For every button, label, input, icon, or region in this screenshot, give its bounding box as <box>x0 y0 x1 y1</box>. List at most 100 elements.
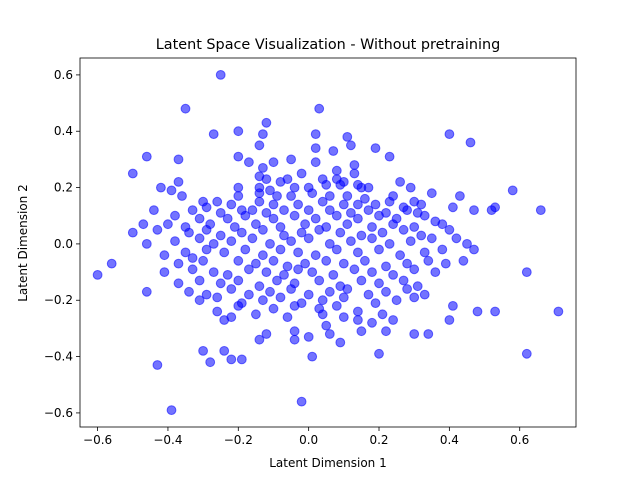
data-point <box>440 258 451 269</box>
data-point <box>324 239 335 249</box>
data-point <box>198 255 209 266</box>
data-point <box>448 301 458 311</box>
data-point <box>212 292 223 303</box>
data-point <box>251 219 261 230</box>
data-point <box>205 357 216 368</box>
data-point <box>268 199 279 210</box>
data-point <box>282 174 293 185</box>
y-axis: −0.6 −0.4 −0.2 0.0 0.2 0.4 0.6 <box>44 68 80 420</box>
data-point <box>286 284 297 294</box>
data-point <box>180 103 191 114</box>
data-point <box>194 275 205 286</box>
data-point <box>349 168 360 179</box>
data-point <box>240 210 251 221</box>
data-point <box>289 182 300 193</box>
data-point <box>328 270 339 280</box>
data-point <box>370 298 381 309</box>
data-point <box>215 278 226 289</box>
data-point <box>303 332 314 342</box>
data-point <box>398 224 409 235</box>
x-axis: −0.6 −0.4 −0.2 0.0 0.2 0.4 0.6 <box>83 427 529 447</box>
data-point <box>300 219 311 230</box>
data-point <box>194 295 205 306</box>
data-point <box>448 202 458 213</box>
data-point <box>240 244 251 255</box>
data-point <box>423 255 434 266</box>
data-point <box>402 205 413 216</box>
points-layer <box>92 70 564 416</box>
data-point <box>229 222 240 232</box>
data-point <box>377 227 388 238</box>
data-point <box>317 196 328 207</box>
data-point <box>507 185 518 196</box>
data-point <box>254 140 265 151</box>
data-point <box>166 405 177 416</box>
data-point <box>310 129 321 140</box>
y-tick-label: 0.0 <box>54 237 73 251</box>
data-point <box>307 188 318 199</box>
data-point <box>455 191 465 201</box>
data-point <box>254 281 265 292</box>
data-point <box>233 301 244 311</box>
data-point <box>303 205 314 216</box>
data-point <box>141 286 152 297</box>
x-tick-label: 0.6 <box>510 433 529 447</box>
data-point <box>346 236 356 247</box>
data-point <box>521 267 532 278</box>
data-point <box>233 275 244 286</box>
data-point <box>374 210 384 221</box>
y-tick-label: 0.6 <box>54 68 73 82</box>
data-point <box>342 191 353 201</box>
data-point <box>472 306 483 317</box>
data-point <box>402 284 413 294</box>
data-point <box>219 247 230 258</box>
data-point <box>261 267 272 278</box>
data-point <box>346 208 356 218</box>
data-point <box>331 210 342 221</box>
data-point <box>374 244 384 255</box>
data-point <box>159 267 170 278</box>
data-point <box>419 210 430 221</box>
data-point <box>184 227 194 238</box>
x-tick-label: 0.0 <box>299 433 318 447</box>
data-point <box>490 306 501 317</box>
data-point <box>310 213 321 224</box>
data-point <box>367 233 377 244</box>
data-point <box>286 191 297 201</box>
data-point <box>370 199 381 210</box>
data-point <box>307 351 318 362</box>
data-point <box>363 205 374 216</box>
data-point <box>261 117 272 128</box>
data-point <box>324 191 335 201</box>
data-point <box>384 151 395 162</box>
data-point <box>388 219 399 230</box>
data-point <box>265 185 275 196</box>
data-point <box>388 315 399 325</box>
data-point <box>268 255 279 266</box>
data-point <box>310 250 321 261</box>
data-point <box>293 247 304 258</box>
data-point <box>141 239 152 249</box>
plot-frame <box>79 57 577 428</box>
data-point <box>215 70 226 80</box>
data-point <box>127 227 138 238</box>
data-point <box>416 199 427 210</box>
data-point <box>215 230 226 241</box>
data-point <box>353 199 363 210</box>
data-point <box>293 264 304 275</box>
y-tick-label: −0.4 <box>44 350 73 364</box>
data-point <box>310 143 321 154</box>
data-point <box>381 326 391 337</box>
data-point <box>377 309 388 320</box>
data-point <box>194 233 205 244</box>
x-tick-label: 0.2 <box>369 433 388 447</box>
data-point <box>535 205 546 216</box>
data-point <box>419 247 430 258</box>
data-point <box>106 258 117 269</box>
data-point <box>187 264 198 275</box>
data-point <box>293 199 304 210</box>
data-point <box>430 267 441 278</box>
data-point <box>279 205 289 216</box>
data-point <box>219 346 230 356</box>
data-point <box>331 244 342 255</box>
